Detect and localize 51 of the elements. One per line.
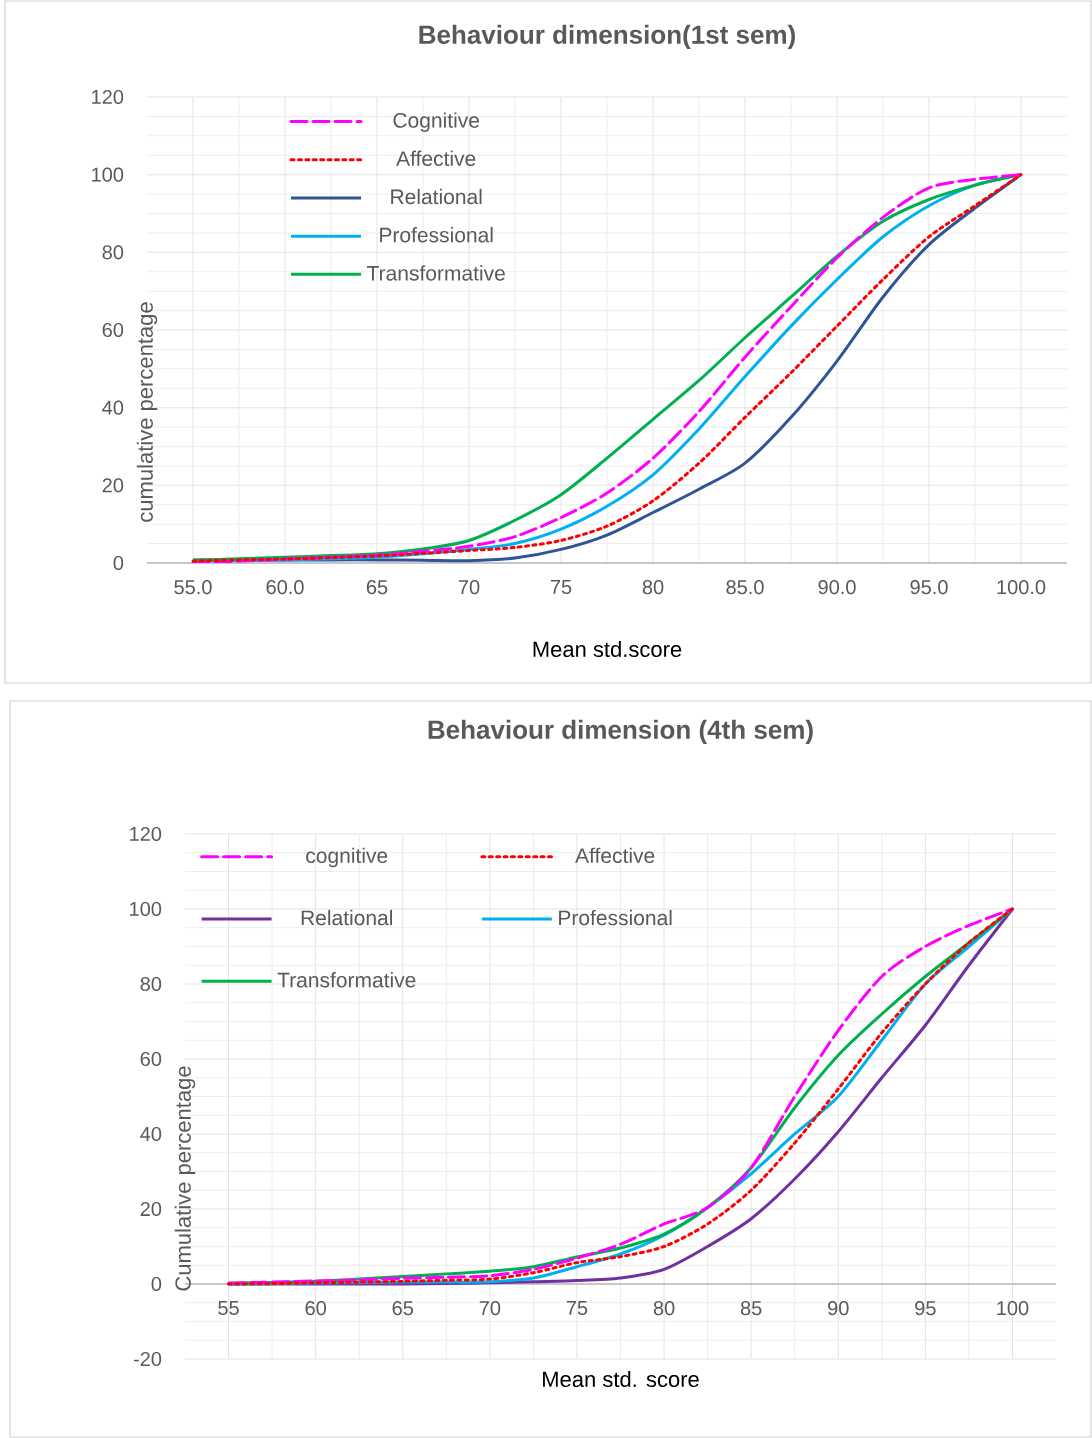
x-tick-label: 95 — [915, 1301, 936, 1316]
x-tick-label: 100.0 — [997, 580, 1046, 595]
chart-title: Behaviour dimension (4th sem) — [428, 719, 813, 745]
x-tick-label: 60 — [305, 1301, 326, 1316]
x-tick-label: 80 — [642, 580, 664, 595]
y-tick-label: 20 — [140, 1201, 162, 1217]
x-tick-label: 90.0 — [818, 580, 856, 595]
x-tick-label: 80 — [653, 1301, 675, 1316]
x-tick-label: 75 — [550, 580, 572, 594]
y-tick-label: 100 — [130, 901, 162, 917]
legend-label: Professional — [380, 227, 493, 243]
legend-label: Affective — [396, 150, 476, 167]
x-tick-label: 70 — [458, 580, 480, 595]
x-axis-title: Mean std.score — [533, 640, 682, 658]
y-tick-label: 0 — [113, 555, 124, 571]
y-tick-label: -20 — [133, 1351, 162, 1367]
y-axis-title: Cumulative percentage — [174, 1066, 196, 1291]
legend-label: Affective — [575, 847, 655, 864]
x-axis-title: Mean std. score — [543, 1370, 699, 1388]
x-tick-label: 55.0 — [174, 580, 212, 595]
y-tick-label: 60 — [102, 322, 124, 338]
chart-title: Behaviour dimension(1st sem) — [419, 24, 795, 50]
x-tick-label: 60.0 — [266, 580, 304, 595]
legend-label: cognitive — [306, 847, 388, 868]
x-tick-label: 90 — [828, 1301, 849, 1316]
x-tick-label: 85 — [740, 1301, 762, 1316]
x-tick-label: 70 — [479, 1301, 501, 1316]
y-tick-label: 40 — [140, 1126, 162, 1142]
x-tick-label: 95.0 — [910, 580, 948, 595]
x-tick-label: 65 — [366, 580, 388, 595]
y-axis-title: cumulative percentage — [136, 302, 158, 522]
legend-label: Relational — [301, 909, 393, 926]
y-tick-label: 100 — [92, 167, 124, 182]
y-tick-label: 0 — [151, 1276, 162, 1292]
legend-label: Professional — [559, 909, 672, 926]
y-tick-label: 120 — [92, 89, 124, 105]
legend-label: Relational — [391, 188, 482, 205]
y-tick-label: 80 — [140, 976, 162, 992]
x-tick-label: 100 — [997, 1301, 1029, 1316]
legend-label: Cognitive — [393, 112, 479, 132]
legend-label: Transformative — [277, 972, 416, 988]
y-tick-label: 120 — [130, 826, 162, 842]
y-tick-label: 60 — [140, 1051, 162, 1067]
x-tick-label: 85.0 — [726, 580, 764, 595]
legend-label: Transformative — [367, 265, 505, 281]
x-tick-label: 65 — [392, 1301, 414, 1316]
y-tick-label: 20 — [102, 478, 124, 493]
y-tick-label: 40 — [102, 400, 124, 415]
x-tick-label: 55 — [218, 1301, 239, 1316]
x-tick-label: 75 — [566, 1301, 588, 1316]
y-tick-label: 80 — [102, 245, 124, 260]
